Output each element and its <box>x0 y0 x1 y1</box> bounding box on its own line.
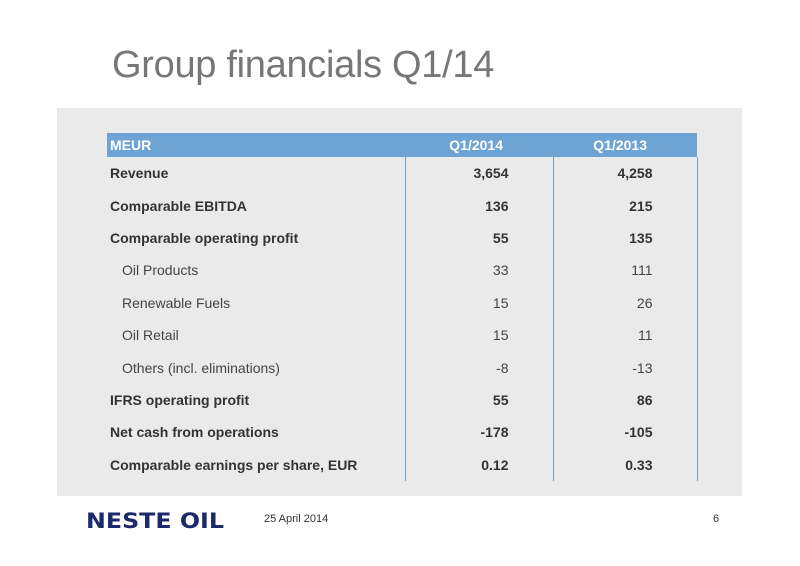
row-value-q1-2013: 86 <box>552 383 698 417</box>
page-number: 6 <box>713 513 720 525</box>
row-value-q1-2014: 33 <box>404 254 553 287</box>
row-value-q1-2013: 26 <box>552 286 698 319</box>
row-value-q1-2013: 111 <box>552 254 698 287</box>
slide-date: 25 April 2014 <box>264 513 329 525</box>
row-value-q1-2013: -105 <box>552 416 698 449</box>
row-value-q1-2013: -13 <box>552 351 698 384</box>
row-label: Others (incl. eliminations) <box>122 359 280 376</box>
row-value-q1-2013: 11 <box>552 318 698 352</box>
row-value-q1-2014: 136 <box>404 189 553 222</box>
row-label: Revenue <box>110 165 169 182</box>
table-row: Others (incl. eliminations) -8 -13 <box>107 351 698 384</box>
table-row: Comparable EBITDA 136 215 <box>107 189 698 222</box>
header-q1-2013: Q1/2013 <box>553 133 697 157</box>
table-row: Comparable earnings per share, EUR 0.12 … <box>107 448 698 481</box>
row-value-q1-2013: 0.33 <box>552 448 698 481</box>
table-row: Oil Products 33 111 <box>107 254 698 287</box>
financials-table: MEUR Q1/2014 Q1/2013 Revenue 3,654 4,258… <box>107 133 698 481</box>
table-row: Renewable Fuels 15 26 <box>107 286 698 319</box>
row-value-q1-2014: -178 <box>404 416 553 449</box>
table-row: Oil Retail 15 11 <box>107 318 698 352</box>
row-label: Net cash from operations <box>110 424 279 441</box>
table-header-row: MEUR Q1/2014 Q1/2013 <box>107 133 697 157</box>
table-row: IFRS operating profit 55 86 <box>107 383 698 417</box>
row-label: Renewable Fuels <box>122 294 231 311</box>
table-row: Revenue 3,654 4,258 <box>107 157 698 190</box>
row-value-q1-2014: 3,654 <box>404 157 553 190</box>
row-value-q1-2013: 215 <box>552 189 698 222</box>
row-value-q1-2014: 55 <box>404 383 553 417</box>
header-q1-2014: Q1/2014 <box>405 133 553 157</box>
header-meur: MEUR <box>107 133 405 157</box>
row-label: Comparable operating profit <box>110 229 299 246</box>
row-value-q1-2014: 15 <box>404 318 553 352</box>
row-value-q1-2014: 55 <box>404 221 553 255</box>
row-label: Comparable earnings per share, EUR <box>110 456 358 473</box>
row-label: IFRS operating profit <box>110 391 250 408</box>
row-value-q1-2014: 0.12 <box>404 448 553 481</box>
logo-text: NESTE OIL <box>86 509 224 531</box>
row-value-q1-2013: 135 <box>552 221 698 255</box>
slide-title: Group financials Q1/14 <box>112 44 495 86</box>
row-value-q1-2013: 4,258 <box>552 157 698 190</box>
row-label: Oil Retail <box>122 327 179 344</box>
table-row: Net cash from operations -178 -105 <box>107 416 698 449</box>
neste-oil-logo: NESTE OIL <box>86 509 224 531</box>
row-label: Comparable EBITDA <box>110 197 247 214</box>
row-value-q1-2014: 15 <box>404 286 553 319</box>
row-value-q1-2014: -8 <box>404 351 553 384</box>
table-row: Comparable operating profit 55 135 <box>107 221 698 255</box>
row-label: Oil Products <box>122 262 199 279</box>
